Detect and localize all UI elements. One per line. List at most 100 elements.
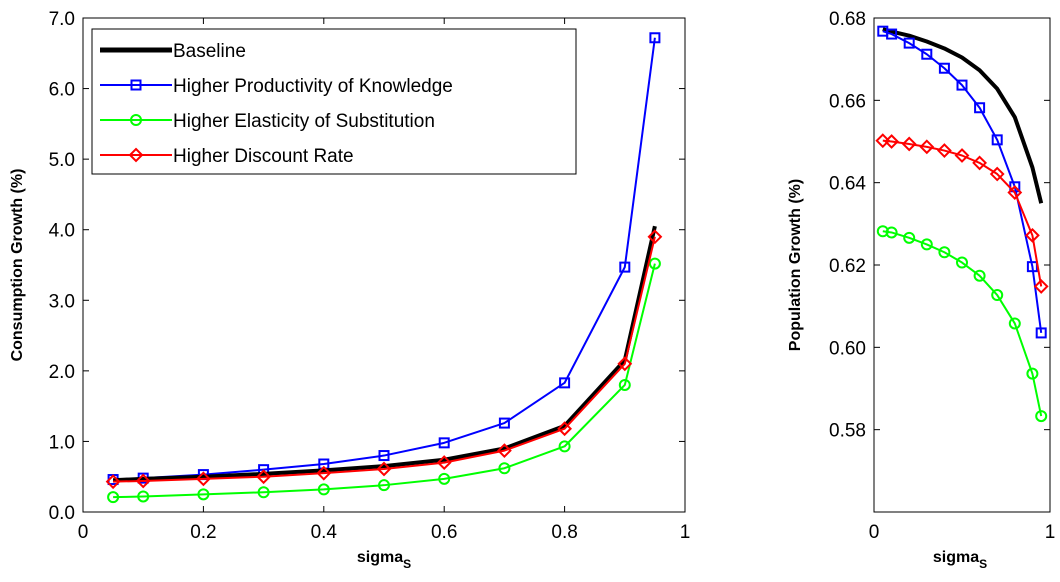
data-point <box>876 225 889 238</box>
y-tick-label: 0.62 <box>829 256 866 277</box>
legend-item: Higher Discount Rate <box>100 146 354 167</box>
legend-item: Baseline <box>100 41 246 62</box>
x-tick-label: 0.8 <box>551 522 577 543</box>
data-point <box>195 471 211 487</box>
data-point <box>1033 278 1049 294</box>
data-point <box>496 443 512 459</box>
legend-label: Higher Discount Rate <box>173 146 354 167</box>
data-point <box>1026 367 1039 380</box>
y-axis-label-left: Consumption Growth (%) <box>9 169 26 362</box>
legend-item: Higher Productivity of Knowledge <box>100 76 453 97</box>
data-point <box>105 474 121 490</box>
data-point <box>954 148 970 163</box>
y-tick-label: 3.0 <box>49 291 75 312</box>
legend: Baseline Higher Productivity of Knowledge… <box>91 28 577 175</box>
data-point <box>619 261 631 273</box>
series-layer-right <box>875 25 1049 423</box>
data-point <box>557 421 573 437</box>
data-point <box>903 37 915 49</box>
legend-marker <box>130 79 142 91</box>
y-tick-label: 0.60 <box>829 338 866 359</box>
data-point <box>1024 227 1040 243</box>
series-line <box>882 30 1043 334</box>
y-tick-label: 0.0 <box>49 503 75 524</box>
data-point <box>875 133 891 149</box>
data-point <box>378 479 390 492</box>
series-2 <box>113 225 657 483</box>
series-3 <box>875 133 1049 294</box>
data-point <box>559 377 571 389</box>
data-point <box>936 143 952 158</box>
x-axis-label-subscript: S <box>979 557 987 571</box>
legend-item: Higher Elasticity of Substitution <box>100 111 435 132</box>
y-tick-label: 4.0 <box>49 221 75 242</box>
legend-label: Higher Elasticity of Substitution <box>173 111 435 132</box>
series-line <box>113 236 656 483</box>
legend-items: Baseline Higher Productivity of Knowledge… <box>100 41 453 167</box>
data-point <box>920 238 933 251</box>
data-point <box>989 166 1005 182</box>
data-point <box>885 226 898 239</box>
x-axis-label-main: sigma <box>357 549 403 566</box>
data-point <box>436 455 452 471</box>
x-tick-label: 0.6 <box>431 522 457 543</box>
data-point <box>498 417 510 429</box>
data-point <box>498 462 511 475</box>
data-point <box>972 155 988 171</box>
data-point <box>649 32 661 44</box>
data-point <box>938 246 951 259</box>
x-tick-label: 0.4 <box>311 522 338 543</box>
legend-marker <box>128 147 144 163</box>
x-tick-label: 1 <box>680 522 691 543</box>
series-1 <box>877 25 1047 339</box>
series-0 <box>882 27 1044 204</box>
y-axis-label-right: Population Growth (%) <box>787 179 804 351</box>
data-point <box>376 461 392 477</box>
data-point <box>438 472 451 485</box>
data-point <box>903 231 916 244</box>
data-point <box>438 437 450 449</box>
legend-label: Baseline <box>173 41 246 62</box>
data-point <box>921 48 933 60</box>
y-tick-label: 7.0 <box>49 9 75 30</box>
legend-label: Higher Productivity of Knowledge <box>173 76 453 97</box>
data-point <box>1007 185 1023 200</box>
y-tick-label: 5.0 <box>49 150 75 171</box>
consumption-growth-chart: 0 0.2 0.4 0.6 0.8 1 0.0 1.0 2.0 3.0 4.0 5.0 6.0 7.0 C… <box>9 9 690 571</box>
series-2 <box>876 225 1048 423</box>
plot-area-right <box>873 17 1051 513</box>
data-point <box>316 465 332 481</box>
legend-marker <box>130 114 142 126</box>
y-tick-label: 0.58 <box>829 421 866 442</box>
series-3 <box>105 229 663 490</box>
y-tick-label: 1.0 <box>49 432 75 453</box>
series-line <box>113 263 656 499</box>
x-tick-label: 0 <box>869 522 880 543</box>
data-point <box>1035 327 1047 339</box>
series-line <box>882 230 1043 417</box>
data-point <box>558 440 571 453</box>
data-point <box>135 473 151 489</box>
series-line <box>113 225 657 483</box>
data-point <box>884 134 900 149</box>
x-axis-label-main: sigma <box>933 549 979 566</box>
x-axis-label-right: sigmaS <box>933 549 987 571</box>
x-tick-label: 1 <box>1045 522 1056 543</box>
y-tick-label: 6.0 <box>49 80 75 101</box>
x-axis-label-subscript: S <box>403 557 411 571</box>
data-point <box>317 483 330 496</box>
data-point <box>991 289 1004 302</box>
data-point <box>1035 410 1048 423</box>
data-point <box>886 28 898 40</box>
data-point <box>973 269 986 282</box>
axes-ticks-left: 0 0.2 0.4 0.6 0.8 1 0.0 1.0 2.0 3.0 4.0 5.0 6.0 7.0 <box>49 9 691 543</box>
data-point <box>618 378 631 391</box>
data-point <box>378 450 390 462</box>
data-point <box>956 79 968 91</box>
data-point <box>938 62 950 74</box>
y-tick-label: 0.66 <box>829 91 866 112</box>
y-tick-label: 0.68 <box>829 9 866 30</box>
data-point <box>901 136 917 152</box>
population-growth-chart: 0 1 0.58 0.60 0.62 0.64 0.66 0.68 Population Gr… <box>787 9 1055 571</box>
data-point <box>919 139 935 155</box>
